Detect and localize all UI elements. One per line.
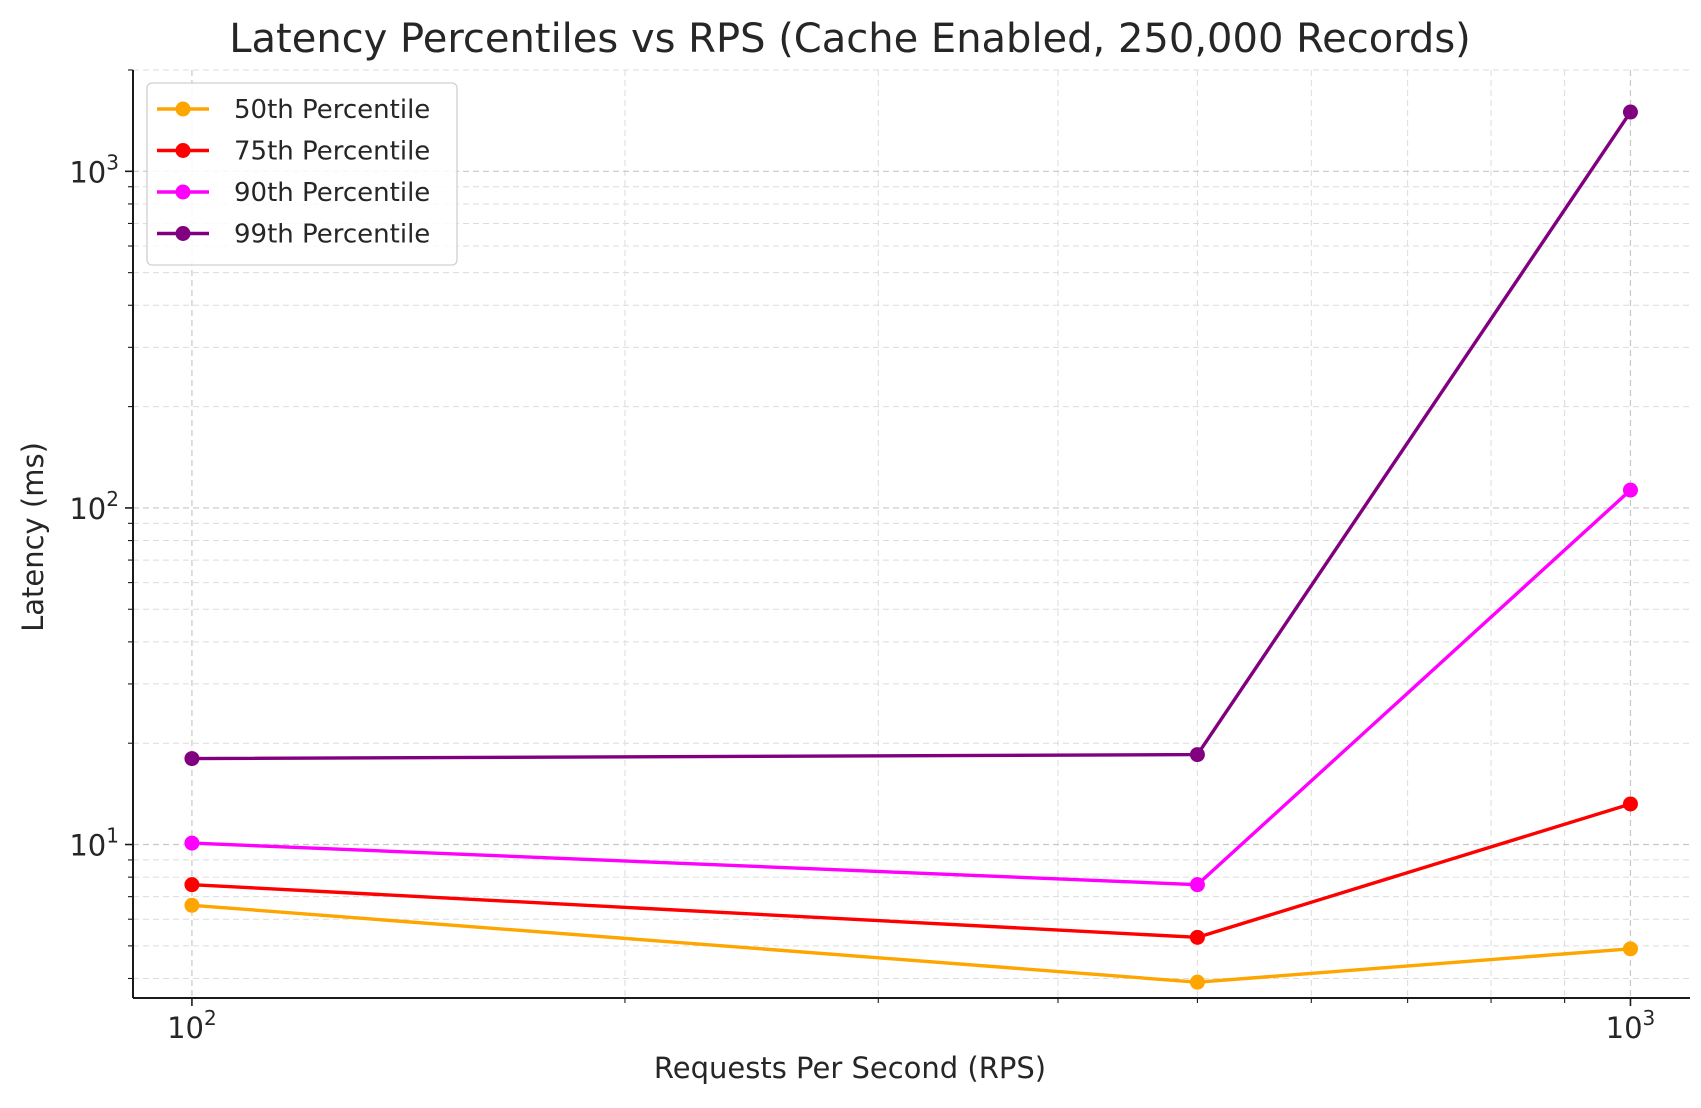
data-point — [184, 835, 200, 851]
grid — [133, 69, 1690, 998]
legend-label: 90th Percentile — [234, 178, 430, 208]
legend-marker — [175, 184, 191, 200]
legend-box — [146, 82, 458, 266]
data-point — [1189, 747, 1205, 763]
data-point — [184, 751, 200, 767]
data-point — [1622, 482, 1638, 498]
series-lines — [184, 104, 1638, 990]
legend-marker — [175, 143, 191, 158]
chart-title: Latency Percentiles vs RPS (Cache Enable… — [229, 16, 1471, 62]
y-axis-label: Latency (ms) — [16, 442, 50, 632]
data-point — [184, 877, 200, 893]
x-tick-label: 102 — [167, 1006, 217, 1045]
data-point — [1189, 974, 1205, 990]
legend: 50th Percentile 75th Percentile 90th Perce… — [146, 82, 458, 266]
data-point — [184, 897, 200, 913]
legend-label: 50th Percentile — [234, 95, 430, 125]
legend-label: 75th Percentile — [234, 137, 430, 167]
data-point — [1622, 941, 1638, 957]
x-tick-label: 103 — [1606, 1006, 1656, 1045]
legend-marker — [175, 101, 191, 117]
y-tick-label: 101 — [69, 824, 119, 863]
axes: 102 103 101 102 103 — [69, 69, 1690, 1045]
data-point — [1189, 929, 1205, 945]
legend-label: 99th Percentile — [234, 220, 430, 250]
y-tick-label: 102 — [69, 487, 119, 526]
legend-marker — [175, 226, 191, 241]
data-point — [1189, 877, 1205, 893]
data-point — [1622, 104, 1638, 120]
series-line-2 — [191, 802, 1631, 940]
y-tick-label: 103 — [69, 150, 119, 189]
series-line-1 — [191, 903, 1631, 984]
x-axis-label: Requests Per Second (RPS) — [654, 1051, 1046, 1085]
data-point — [1622, 796, 1638, 812]
series-line-3 — [191, 488, 1632, 887]
